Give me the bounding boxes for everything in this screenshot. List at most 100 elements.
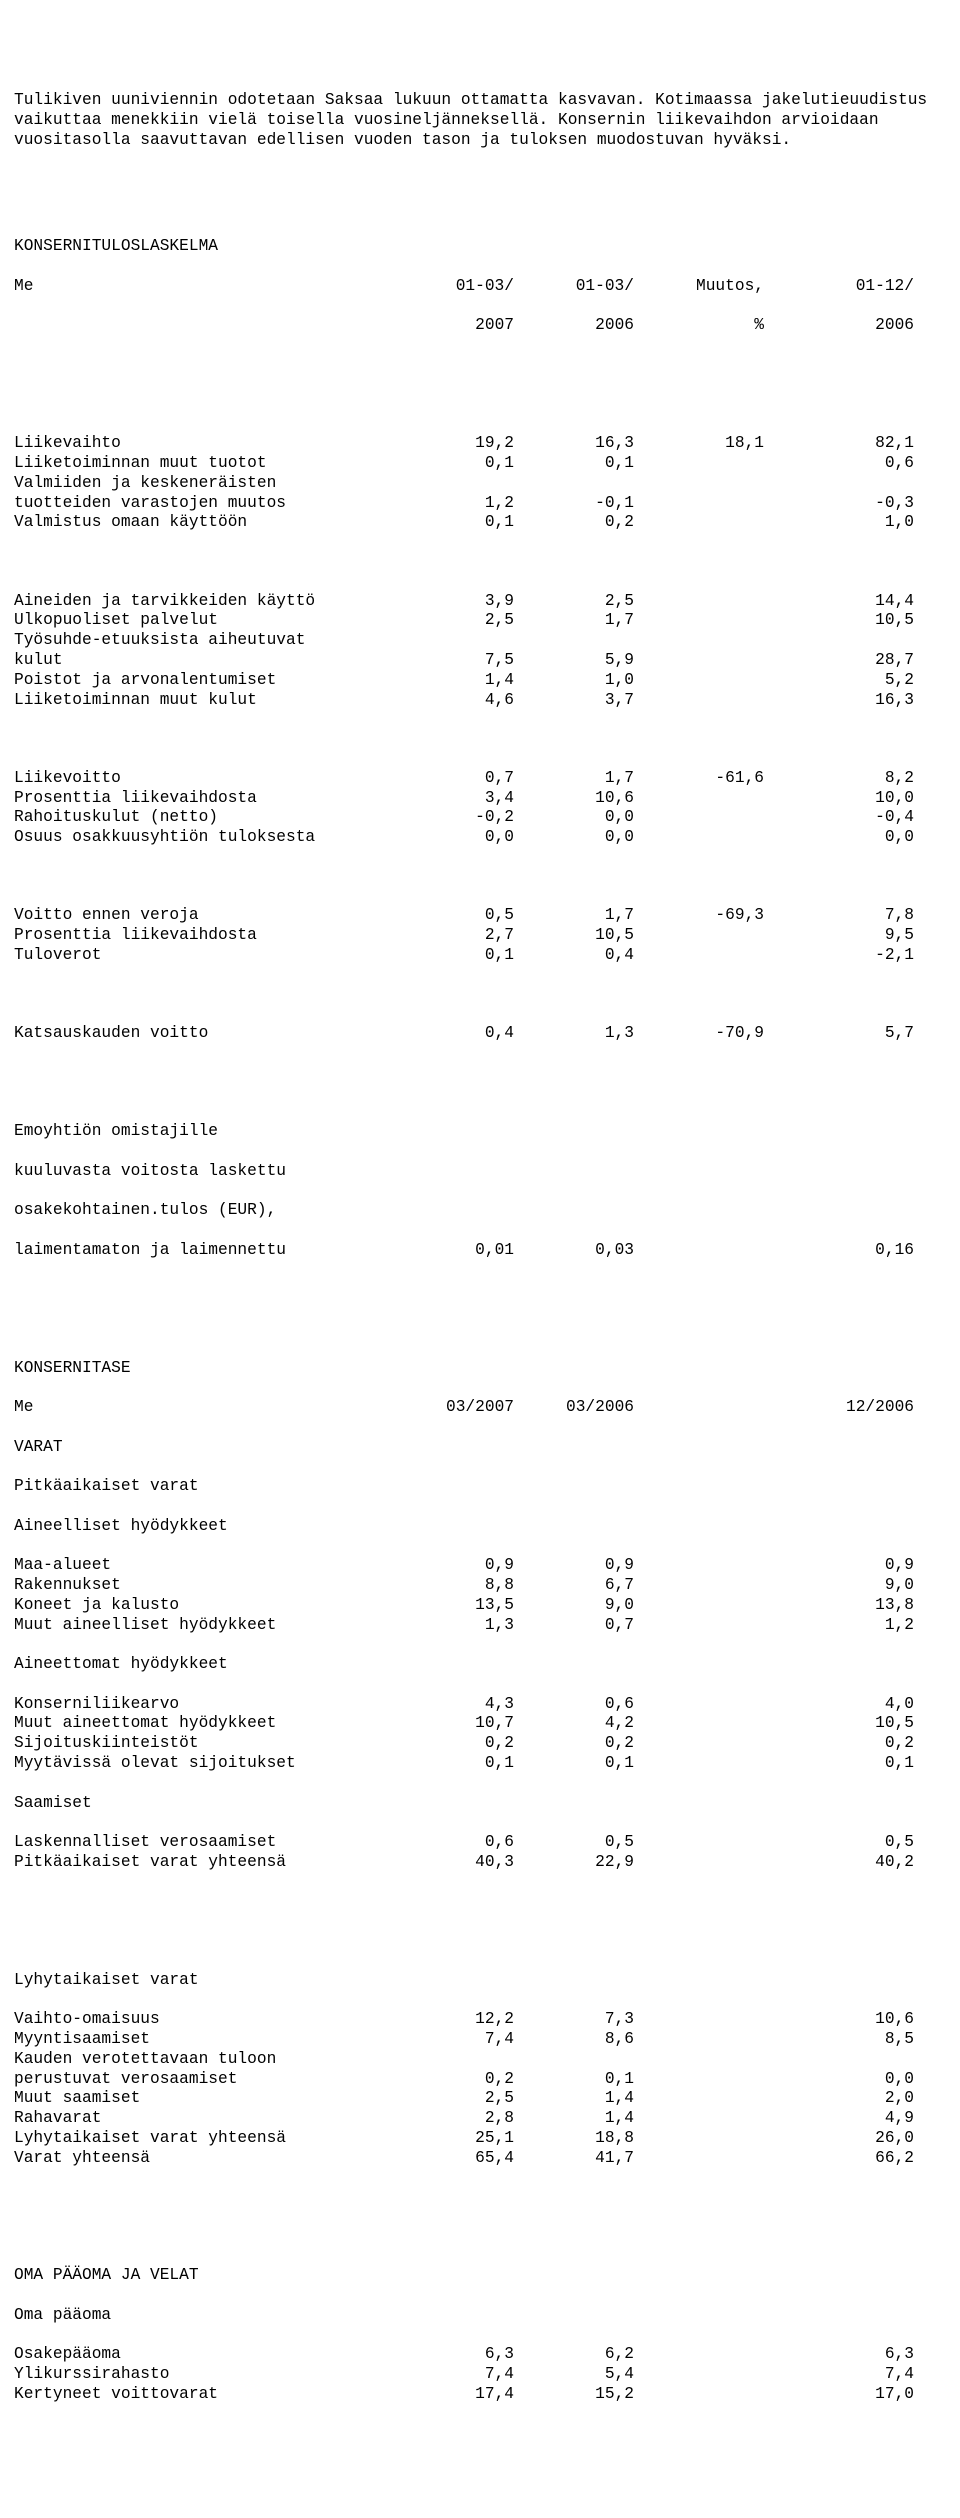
row-c3 — [634, 651, 764, 671]
row-c1 — [384, 631, 514, 651]
row-c4: -0,4 — [764, 808, 914, 828]
row-c4: 10,6 — [764, 2010, 914, 2030]
table-row: Rahavarat2,81,44,9 — [14, 2109, 946, 2129]
row-c2: 3,7 — [514, 691, 634, 711]
row-c1: 2,7 — [384, 926, 514, 946]
row-c4 — [764, 631, 914, 651]
row-c4: 0,2 — [764, 1734, 914, 1754]
row-c4: 16,3 — [764, 691, 914, 711]
row-c1: 17,4 — [384, 2385, 514, 2405]
row-c1: 0,2 — [384, 1734, 514, 1754]
eps-l2: kuuluvasta voitosta laskettu — [14, 1162, 384, 1182]
table-row: Valmiiden ja keskeneräisten — [14, 474, 946, 494]
eps-l3: osakekohtainen.tulos (EUR), — [14, 1201, 384, 1221]
row-c3 — [634, 926, 764, 946]
table-row: Liikevaihto19,216,318,182,1 — [14, 434, 946, 454]
income-h-c1b: 2007 — [384, 316, 514, 336]
row-c4: 1,0 — [764, 513, 914, 533]
row-c4 — [764, 474, 914, 494]
income-h-c3a: Muutos, — [634, 277, 764, 297]
row-c2: 5,9 — [514, 651, 634, 671]
row-c3 — [634, 631, 764, 651]
row-c2: 10,5 — [514, 926, 634, 946]
row-c1: 40,3 — [384, 1853, 514, 1873]
row-c4: -2,1 — [764, 946, 914, 966]
row-c4: 4,0 — [764, 1695, 914, 1715]
income-h-c2b: 2006 — [514, 316, 634, 336]
row-c1: 0,2 — [384, 2070, 514, 2090]
table-row: Myytävissä olevat sijoitukset0,10,10,1 — [14, 1754, 946, 1774]
row-c2: 2,5 — [514, 592, 634, 612]
row-label: Prosenttia liikevaihdosta — [14, 926, 384, 946]
row-c4: 8,2 — [764, 769, 914, 789]
row-label: Kauden verotettavaan tuloon — [14, 2050, 384, 2070]
row-label: Voitto ennen veroja — [14, 906, 384, 926]
row-c4: 5,2 — [764, 671, 914, 691]
table-row: Aineiden ja tarvikkeiden käyttö3,92,514,… — [14, 592, 946, 612]
table-row: Kauden verotettavaan tuloon — [14, 2050, 946, 2070]
table-row: Myyntisaamiset7,48,68,5 — [14, 2030, 946, 2050]
row-label: Sijoituskiinteistöt — [14, 1734, 384, 1754]
row-label: Laskennalliset verosaamiset — [14, 1833, 384, 1853]
row-label: Liikevaihto — [14, 434, 384, 454]
row-label: Ulkopuoliset palvelut — [14, 611, 384, 631]
row-label: Myytävissä olevat sijoitukset — [14, 1754, 384, 1774]
row-label: Valmiiden ja keskeneräisten — [14, 474, 384, 494]
table-row: Liiketoiminnan muut tuotot0,10,10,6 — [14, 454, 946, 474]
row-c1: 13,5 — [384, 1596, 514, 1616]
row-c2: 0,1 — [514, 2070, 634, 2090]
table-row: kulut7,55,928,7 — [14, 651, 946, 671]
table-row: Rahoituskulut (netto)-0,20,0-0,4 — [14, 808, 946, 828]
row-c2 — [514, 2050, 634, 2070]
row-c3 — [634, 1616, 764, 1636]
row-label: Maa-alueet — [14, 1556, 384, 1576]
row-c4: 82,1 — [764, 434, 914, 454]
table-row: Ulkopuoliset palvelut2,51,710,5 — [14, 611, 946, 631]
row-c2: 6,2 — [514, 2345, 634, 2365]
row-label: Ylikurssirahasto — [14, 2365, 384, 2385]
row-c1: 19,2 — [384, 434, 514, 454]
row-c2: 1,3 — [514, 1024, 634, 1044]
row-label: Konserniliikearvo — [14, 1695, 384, 1715]
row-c1: 7,5 — [384, 651, 514, 671]
table-row: Konserniliikearvo4,30,64,0 — [14, 1695, 946, 1715]
row-c4: 10,5 — [764, 611, 914, 631]
table-row: Tuloverot0,10,4-2,1 — [14, 946, 946, 966]
balance-title: KONSERNITASE — [14, 1359, 384, 1379]
row-c1: 7,4 — [384, 2365, 514, 2385]
row-label: Osuus osakkuusyhtiön tuloksesta — [14, 828, 384, 848]
table-row: Poistot ja arvonalentumiset1,41,05,2 — [14, 671, 946, 691]
row-c4: 17,0 — [764, 2385, 914, 2405]
row-c3 — [634, 1714, 764, 1734]
row-c1: 7,4 — [384, 2030, 514, 2050]
row-c2: 0,2 — [514, 513, 634, 533]
row-c2: 1,7 — [514, 906, 634, 926]
row-c1: 4,3 — [384, 1695, 514, 1715]
row-label: Vaihto-omaisuus — [14, 2010, 384, 2030]
row-c1: 0,1 — [384, 1754, 514, 1774]
row-c1: 2,8 — [384, 2109, 514, 2129]
row-c2: 0,2 — [514, 1734, 634, 1754]
table-row: Maa-alueet0,90,90,9 — [14, 1556, 946, 1576]
row-c3 — [634, 2385, 764, 2405]
row-c3 — [634, 828, 764, 848]
income-title: KONSERNITULOSLASKELMA — [14, 237, 384, 257]
row-c4: 28,7 — [764, 651, 914, 671]
row-label: Tuloverot — [14, 946, 384, 966]
row-c4: 0,9 — [764, 1556, 914, 1576]
row-c1: 1,3 — [384, 1616, 514, 1636]
row-c2: 22,9 — [514, 1853, 634, 1873]
table-row: Sijoituskiinteistöt0,20,20,2 — [14, 1734, 946, 1754]
row-c3 — [634, 474, 764, 494]
row-c1: 0,1 — [384, 513, 514, 533]
row-c1: 0,7 — [384, 769, 514, 789]
income-h-c4a: 01-12/ — [764, 277, 914, 297]
row-label: Liiketoiminnan muut kulut — [14, 691, 384, 711]
row-c4: 0,0 — [764, 828, 914, 848]
table-row: Voitto ennen veroja0,51,7-69,37,8 — [14, 906, 946, 926]
table-row: perustuvat verosaamiset0,20,10,0 — [14, 2070, 946, 2090]
row-c2: 0,7 — [514, 1616, 634, 1636]
table-row: Ylikurssirahasto7,45,47,4 — [14, 2365, 946, 2385]
row-c3: -70,9 — [634, 1024, 764, 1044]
row-c2: 0,1 — [514, 1754, 634, 1774]
